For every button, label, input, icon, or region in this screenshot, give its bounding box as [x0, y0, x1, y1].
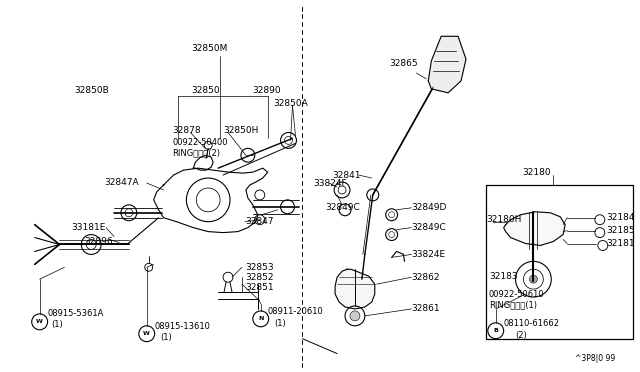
Text: 32180: 32180 [522, 168, 551, 177]
Text: 32180H: 32180H [486, 215, 521, 224]
Circle shape [529, 275, 538, 283]
Text: 32849C: 32849C [325, 203, 360, 212]
Text: B: B [493, 328, 498, 333]
Bar [486, 185, 632, 339]
Text: 33181E: 33181E [72, 223, 106, 232]
Text: 32185: 32185 [607, 226, 636, 235]
Circle shape [350, 311, 360, 321]
Text: 32849D: 32849D [412, 203, 447, 212]
Text: 32850: 32850 [191, 86, 220, 95]
Text: (2): (2) [516, 331, 527, 340]
Text: (1): (1) [161, 333, 172, 342]
Text: 32847A: 32847A [104, 177, 139, 186]
Text: RINGリング(1): RINGリング(1) [489, 301, 537, 310]
Text: 32850H: 32850H [223, 126, 259, 135]
Text: 32849C: 32849C [412, 223, 446, 232]
Text: 32890: 32890 [252, 86, 280, 95]
Text: 32183: 32183 [489, 272, 517, 281]
Text: 32862: 32862 [412, 273, 440, 282]
Text: (1): (1) [52, 320, 63, 329]
Text: W: W [36, 319, 43, 324]
Text: 32851: 32851 [245, 283, 273, 292]
Text: 32850M: 32850M [191, 44, 228, 53]
Text: W: W [143, 331, 150, 336]
Text: 32878: 32878 [173, 126, 201, 135]
Text: 32847: 32847 [245, 217, 273, 226]
Text: 32184: 32184 [607, 213, 636, 222]
Text: RINGリング(2): RINGリング(2) [173, 149, 221, 158]
Text: 32850B: 32850B [74, 86, 109, 95]
Text: 08911-20610: 08911-20610 [268, 307, 323, 317]
Text: 32841: 32841 [332, 171, 360, 180]
Text: 00922-50400: 00922-50400 [173, 138, 228, 147]
Polygon shape [504, 212, 565, 246]
Text: 32853: 32853 [245, 263, 273, 272]
Text: 08110-61662: 08110-61662 [504, 319, 559, 328]
Text: N: N [258, 316, 264, 321]
Text: 32850A: 32850A [274, 99, 308, 108]
Text: 08915-5361A: 08915-5361A [47, 310, 104, 318]
Polygon shape [335, 269, 375, 309]
Text: 33824E: 33824E [412, 250, 445, 259]
Text: 32852: 32852 [245, 273, 273, 282]
Text: 32861: 32861 [412, 304, 440, 314]
Text: 32865: 32865 [390, 58, 419, 68]
Text: 00922-50610: 00922-50610 [489, 289, 545, 299]
Text: ^3P8|0 99: ^3P8|0 99 [575, 354, 615, 363]
Text: 08915-13610: 08915-13610 [155, 322, 211, 331]
Text: 33824F: 33824F [314, 179, 347, 187]
Text: 32181: 32181 [607, 239, 636, 248]
Polygon shape [428, 36, 466, 93]
Text: (1): (1) [275, 319, 286, 328]
Text: 32896: 32896 [84, 237, 113, 246]
